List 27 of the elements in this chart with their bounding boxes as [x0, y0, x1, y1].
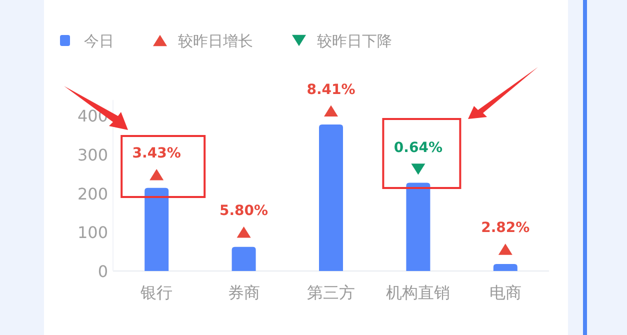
x-tick-label: 银行: [140, 283, 173, 302]
y-tick-label: 100: [77, 223, 108, 242]
bar: [232, 246, 256, 271]
point: [150, 169, 164, 180]
annotation: 5.80%: [220, 203, 268, 220]
point: [498, 244, 512, 255]
bar: [319, 124, 343, 271]
y-tick-label: 300: [77, 145, 108, 164]
x-tick-label: 电商: [489, 283, 522, 302]
bar: [406, 182, 430, 271]
legend-label: 今日: [84, 32, 114, 50]
legend-label: 较昨日增长: [178, 32, 253, 50]
point: [324, 105, 338, 116]
x-tick-label: 机构直销: [386, 283, 450, 302]
annotation: 3.43%: [132, 146, 181, 162]
bar: [493, 264, 518, 271]
point: [236, 226, 251, 238]
point: [411, 164, 426, 175]
x-tick-label: 券商: [228, 283, 260, 302]
y-tick-label: 200: [77, 184, 108, 204]
annotation: 2.82%: [481, 220, 530, 236]
bar: [144, 188, 169, 271]
annotation: 0.64%: [394, 140, 442, 156]
legend-label: 较昨日下降: [317, 32, 392, 50]
x-tick-label: 第三方: [307, 283, 355, 302]
y-tick-label: 0: [98, 262, 108, 281]
annotation: 8.41%: [306, 82, 356, 98]
